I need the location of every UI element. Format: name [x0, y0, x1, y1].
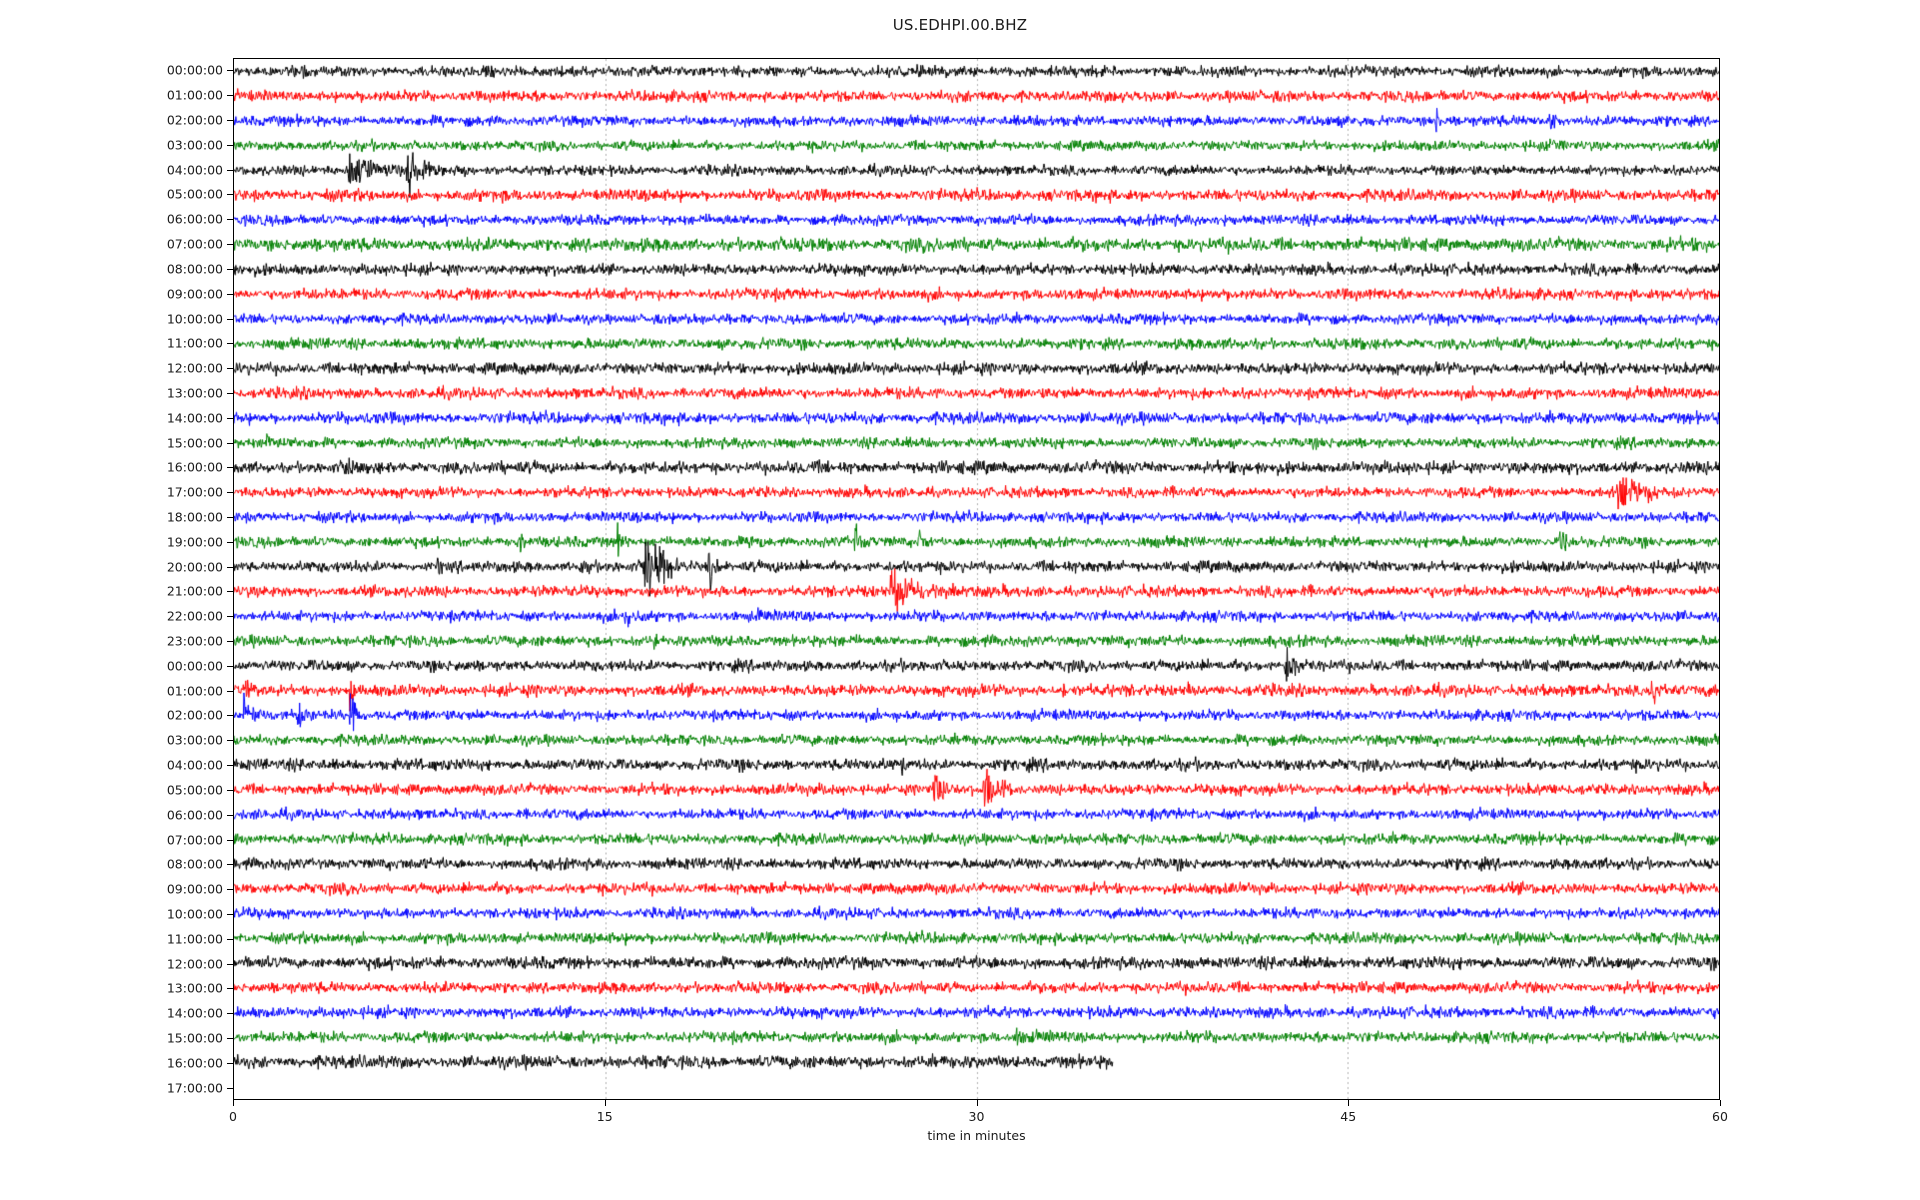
y-axis-tick-label: 13:00:00: [166, 980, 223, 996]
y-axis-tick-label: 08:00:00: [166, 856, 223, 872]
plot-area: [233, 58, 1720, 1100]
page-title: US.EDHPI.00.BHZ: [892, 16, 1028, 34]
y-axis-tick-label: 10:00:00: [166, 906, 223, 922]
x-axis-tick-label: 0: [229, 1109, 237, 1124]
y-axis-tick-label: 06:00:00: [166, 807, 223, 823]
y-axis-tick-label: 15:00:00: [166, 435, 223, 451]
y-axis-tick-label: 13:00:00: [166, 385, 223, 401]
y-axis-tick-label: 00:00:00: [166, 658, 223, 674]
y-axis-tick-label: 05:00:00: [166, 186, 223, 202]
y-axis-tick-label: 02:00:00: [166, 112, 223, 128]
x-axis-tick-label: 30: [968, 1109, 985, 1124]
y-axis-tick-label: 14:00:00: [166, 410, 223, 426]
x-axis-tick-mark: [233, 1100, 234, 1106]
y-axis-tick-label: 09:00:00: [166, 286, 223, 302]
y-axis-tick-label: 08:00:00: [166, 261, 223, 277]
y-axis-tick-label: 12:00:00: [166, 956, 223, 972]
y-axis-tick-label: 10:00:00: [166, 311, 223, 326]
y-axis-tick-label: 17:00:00: [166, 1080, 223, 1096]
x-axis-tick-mark: [1348, 1100, 1349, 1106]
x-axis-tick-label: 45: [1340, 1109, 1357, 1124]
y-axis-tick-label: 01:00:00: [166, 683, 223, 699]
x-axis-tick-mark: [605, 1100, 606, 1106]
y-axis-tick-label: 22:00:00: [166, 608, 223, 624]
x-axis-tick-mark: [1720, 1100, 1721, 1106]
y-axis-tick-label: 17:00:00: [166, 484, 223, 500]
y-axis-tick-label: 03:00:00: [166, 137, 223, 153]
y-axis-tick-label: 06:00:00: [166, 211, 223, 227]
waveform-canvas: [234, 59, 1719, 1099]
y-axis-tick-label: 03:00:00: [166, 732, 223, 748]
x-axis-tick-label: 60: [1712, 1109, 1728, 1124]
y-axis-tick-label: 02:00:00: [166, 707, 223, 723]
y-axis-tick-label: 23:00:00: [166, 633, 223, 649]
y-axis-tick-label: 21:00:00: [166, 583, 223, 599]
y-axis-tick-label: 16:00:00: [166, 459, 223, 475]
y-axis-tick-label: 07:00:00: [166, 832, 223, 847]
y-axis-tick-label: 16:00:00: [166, 1055, 223, 1071]
y-axis-tick-label: 00:00:00: [166, 62, 223, 78]
x-axis-tick-mark: [977, 1100, 978, 1106]
y-axis-tick-label: 09:00:00: [166, 881, 223, 897]
y-axis-tick-label: 12:00:00: [166, 360, 223, 376]
y-axis-tick-label: 15:00:00: [166, 1030, 223, 1046]
x-axis-label: time in minutes: [927, 1128, 1026, 1143]
y-axis-tick-label: 04:00:00: [166, 757, 223, 773]
y-axis-tick-label: 04:00:00: [166, 162, 223, 178]
y-axis-tick-label: 11:00:00: [166, 931, 223, 947]
y-axis-tick-label: 20:00:00: [166, 559, 223, 575]
y-axis-tick-label: 19:00:00: [166, 534, 223, 550]
y-axis-tick-label: 18:00:00: [166, 509, 223, 525]
y-axis-tick-label: 07:00:00: [166, 236, 223, 252]
y-axis-tick-label: 05:00:00: [166, 782, 223, 798]
x-axis-tick-label: 15: [596, 1109, 613, 1124]
y-axis-tick-label: 01:00:00: [166, 87, 223, 103]
y-axis-tick-label: 14:00:00: [166, 1005, 223, 1021]
y-axis-tick-label: 11:00:00: [166, 335, 223, 351]
